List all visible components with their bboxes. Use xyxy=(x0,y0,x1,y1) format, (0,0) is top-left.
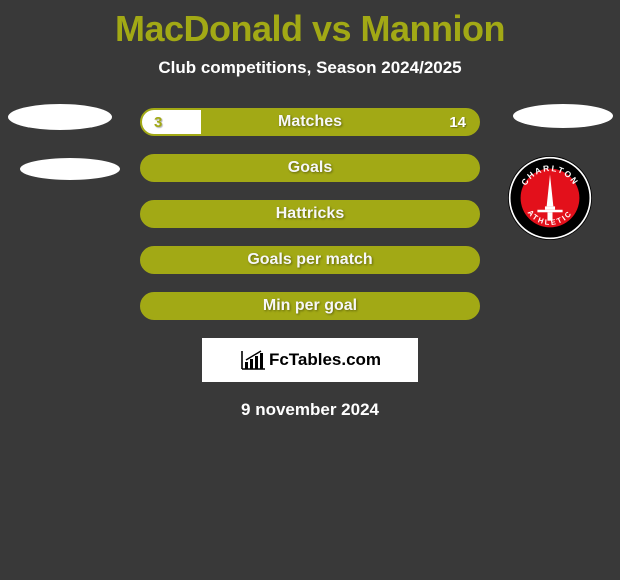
page-title: MacDonald vs Mannion xyxy=(0,0,620,50)
bar-goals-label: Goals xyxy=(142,156,478,180)
right-team-badge-1 xyxy=(513,104,613,128)
bar-gpm-label: Goals per match xyxy=(142,248,478,272)
comparison-bars: 3 Matches 14 Goals Hattricks Goals per m… xyxy=(140,108,480,320)
bar-min-per-goal: Min per goal xyxy=(140,292,480,320)
bar-hattricks-label: Hattricks xyxy=(142,202,478,226)
bar-matches-label: Matches xyxy=(142,110,478,134)
subtitle: Club competitions, Season 2024/2025 xyxy=(0,58,620,78)
comparison-area: CHARLTON ATHLETIC 3 Matches 14 Goals Hat… xyxy=(0,108,620,420)
bar-hattricks: Hattricks xyxy=(140,200,480,228)
brand-chart-icon xyxy=(239,349,267,371)
brand-box: FcTables.com xyxy=(202,338,418,382)
bar-goals: Goals xyxy=(140,154,480,182)
brand-text: FcTables.com xyxy=(269,350,381,370)
left-team-badge-2 xyxy=(20,158,120,180)
charlton-badge: CHARLTON ATHLETIC xyxy=(500,156,600,240)
bar-mpg-label: Min per goal xyxy=(142,294,478,318)
left-team-badge-1 xyxy=(8,104,112,130)
date-line: 9 november 2024 xyxy=(0,400,620,420)
bar-goals-per-match: Goals per match xyxy=(140,246,480,274)
bar-matches-right-value: 14 xyxy=(449,110,466,134)
bar-matches: 3 Matches 14 xyxy=(140,108,480,136)
